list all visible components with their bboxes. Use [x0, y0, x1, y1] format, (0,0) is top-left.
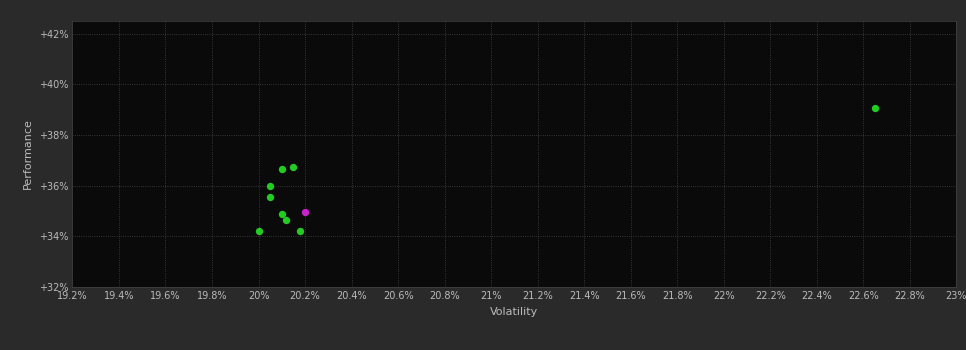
- Point: [293, 229, 308, 234]
- Point: [274, 211, 290, 216]
- Point: [251, 229, 267, 234]
- Point: [867, 106, 883, 111]
- Point: [263, 183, 278, 188]
- Point: [274, 166, 290, 172]
- X-axis label: Volatility: Volatility: [491, 307, 538, 317]
- Point: [298, 209, 313, 215]
- Y-axis label: Performance: Performance: [23, 119, 33, 189]
- Point: [279, 217, 295, 223]
- Point: [286, 164, 301, 169]
- Point: [263, 194, 278, 200]
